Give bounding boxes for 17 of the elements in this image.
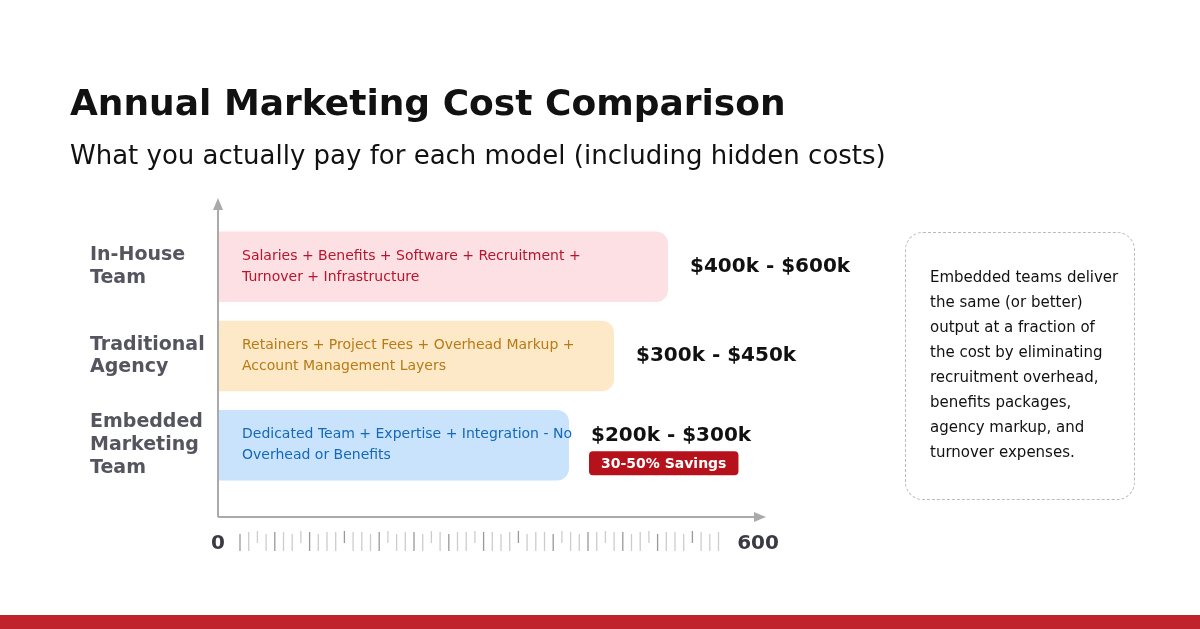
annotation: Salaries + Benefits + Software + Recruitment + Turnover + Infrastructure [241, 246, 581, 284]
annotation: Retainers + Project Fees + Overhead Markup + Account Management Layers [242, 336, 575, 374]
annotation: $200k - $300k [591, 421, 752, 446]
x-tick-label: 0 [211, 530, 225, 555]
text: Embedded teams deliver the same (or better) output at a fraction of the cost by eliminating recruitment overhead, benefits packages, agency markup, and turnover expenses. [930, 268, 1119, 461]
annotation: Dedicated Team + Expertise + Integration - No Overhead or Benefits [242, 425, 572, 463]
y-tick-label: In-House Team [90, 242, 186, 287]
annotation: $300k - $450k [636, 342, 797, 367]
annotation: $400k - $600k [690, 252, 851, 277]
chart-subtitle: What you actually pay for each model (including hidden costs) [70, 140, 886, 170]
bar [218, 231, 668, 302]
y-tick-label: Traditional Agency [90, 331, 205, 377]
bar [218, 320, 614, 392]
chart-title: Annual Marketing Cost Comparison [70, 82, 786, 123]
y-tick-label: Embedded Marketing Team [90, 409, 203, 478]
x-tick-label: 600 [737, 530, 779, 555]
annotation: 30-50% Savings [601, 454, 727, 471]
